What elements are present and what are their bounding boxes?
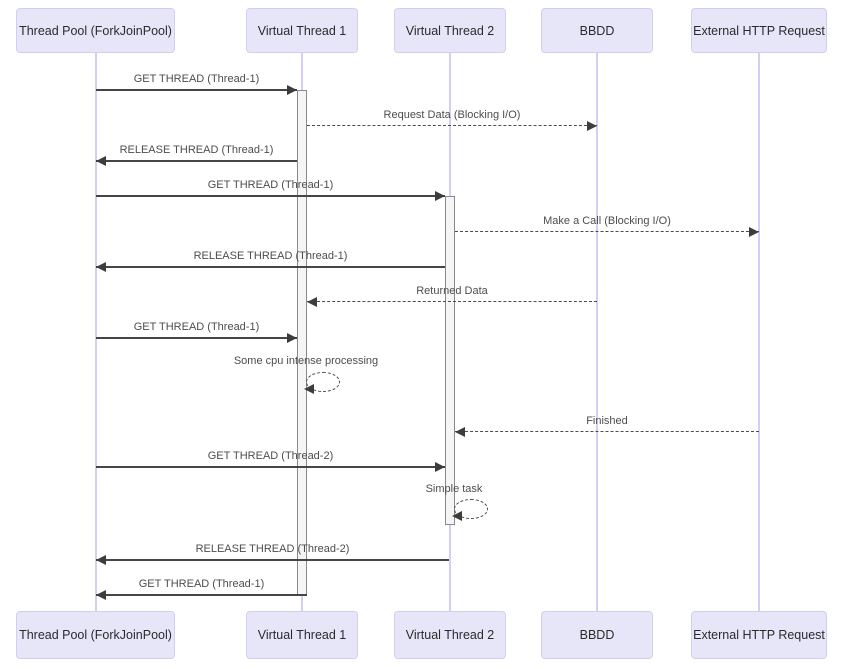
lifeline-1 — [95, 53, 97, 611]
message-label-9: Finished — [586, 415, 628, 427]
participant-box-bottom-2: Virtual Thread 1 — [246, 611, 358, 659]
lifeline-4 — [596, 53, 598, 611]
message-arrowhead-11 — [96, 555, 106, 565]
message-label-3: RELEASE THREAD (Thread-1) — [119, 144, 274, 156]
message-arrowhead-2 — [587, 121, 597, 131]
message-line-6 — [96, 266, 445, 268]
message-arrowhead-4 — [435, 191, 445, 201]
participant-box-bottom-3: Virtual Thread 2 — [394, 611, 506, 659]
self-message-label-1: Some cpu intense processing — [233, 355, 379, 367]
message-label-4: GET THREAD (Thread-1) — [207, 179, 334, 191]
message-line-5 — [455, 231, 759, 232]
message-label-8: GET THREAD (Thread-1) — [133, 321, 260, 333]
lifeline-5 — [758, 53, 760, 611]
participant-box-top-4: BBDD — [541, 8, 653, 53]
message-arrowhead-12 — [96, 590, 106, 600]
self-loop-ellipse-2 — [454, 499, 488, 519]
self-loop-ellipse-1 — [306, 372, 340, 392]
message-arrowhead-9 — [455, 427, 465, 437]
message-label-6: RELEASE THREAD (Thread-1) — [193, 250, 348, 262]
message-arrowhead-6 — [96, 262, 106, 272]
activation-bar-2 — [445, 196, 455, 525]
message-arrowhead-5 — [749, 227, 759, 237]
message-label-1: GET THREAD (Thread-1) — [133, 73, 260, 85]
participant-box-top-1: Thread Pool (ForkJoinPool) — [16, 8, 175, 53]
message-label-11: RELEASE THREAD (Thread-2) — [195, 543, 350, 555]
message-line-8 — [96, 337, 297, 339]
message-line-2 — [307, 125, 597, 126]
message-arrowhead-1 — [287, 85, 297, 95]
message-line-12 — [96, 594, 307, 596]
self-message-label-2: Simple task — [425, 483, 483, 495]
message-arrowhead-3 — [96, 156, 106, 166]
message-line-4 — [96, 195, 445, 197]
message-label-10: GET THREAD (Thread-2) — [207, 450, 334, 462]
participant-box-bottom-5: External HTTP Request — [691, 611, 827, 659]
message-label-7: Returned Data — [416, 285, 488, 297]
message-label-2: Request Data (Blocking I/O) — [383, 109, 521, 121]
message-label-12: GET THREAD (Thread-1) — [138, 578, 265, 590]
activation-bar-1 — [297, 90, 307, 595]
message-line-7 — [307, 301, 597, 302]
participant-box-top-3: Virtual Thread 2 — [394, 8, 506, 53]
self-loop-arrowhead-1 — [304, 384, 314, 394]
participant-box-bottom-4: BBDD — [541, 611, 653, 659]
self-loop-arrowhead-2 — [452, 511, 462, 521]
participant-box-top-2: Virtual Thread 1 — [246, 8, 358, 53]
message-label-5: Make a Call (Blocking I/O) — [543, 215, 671, 227]
participant-box-top-5: External HTTP Request — [691, 8, 827, 53]
message-line-10 — [96, 466, 445, 468]
message-line-9 — [455, 431, 759, 432]
message-line-11 — [96, 559, 449, 561]
message-arrowhead-8 — [287, 333, 297, 343]
message-arrowhead-7 — [307, 297, 317, 307]
message-arrowhead-10 — [435, 462, 445, 472]
message-line-3 — [96, 160, 297, 162]
participant-box-bottom-1: Thread Pool (ForkJoinPool) — [16, 611, 175, 659]
message-line-1 — [96, 89, 297, 91]
